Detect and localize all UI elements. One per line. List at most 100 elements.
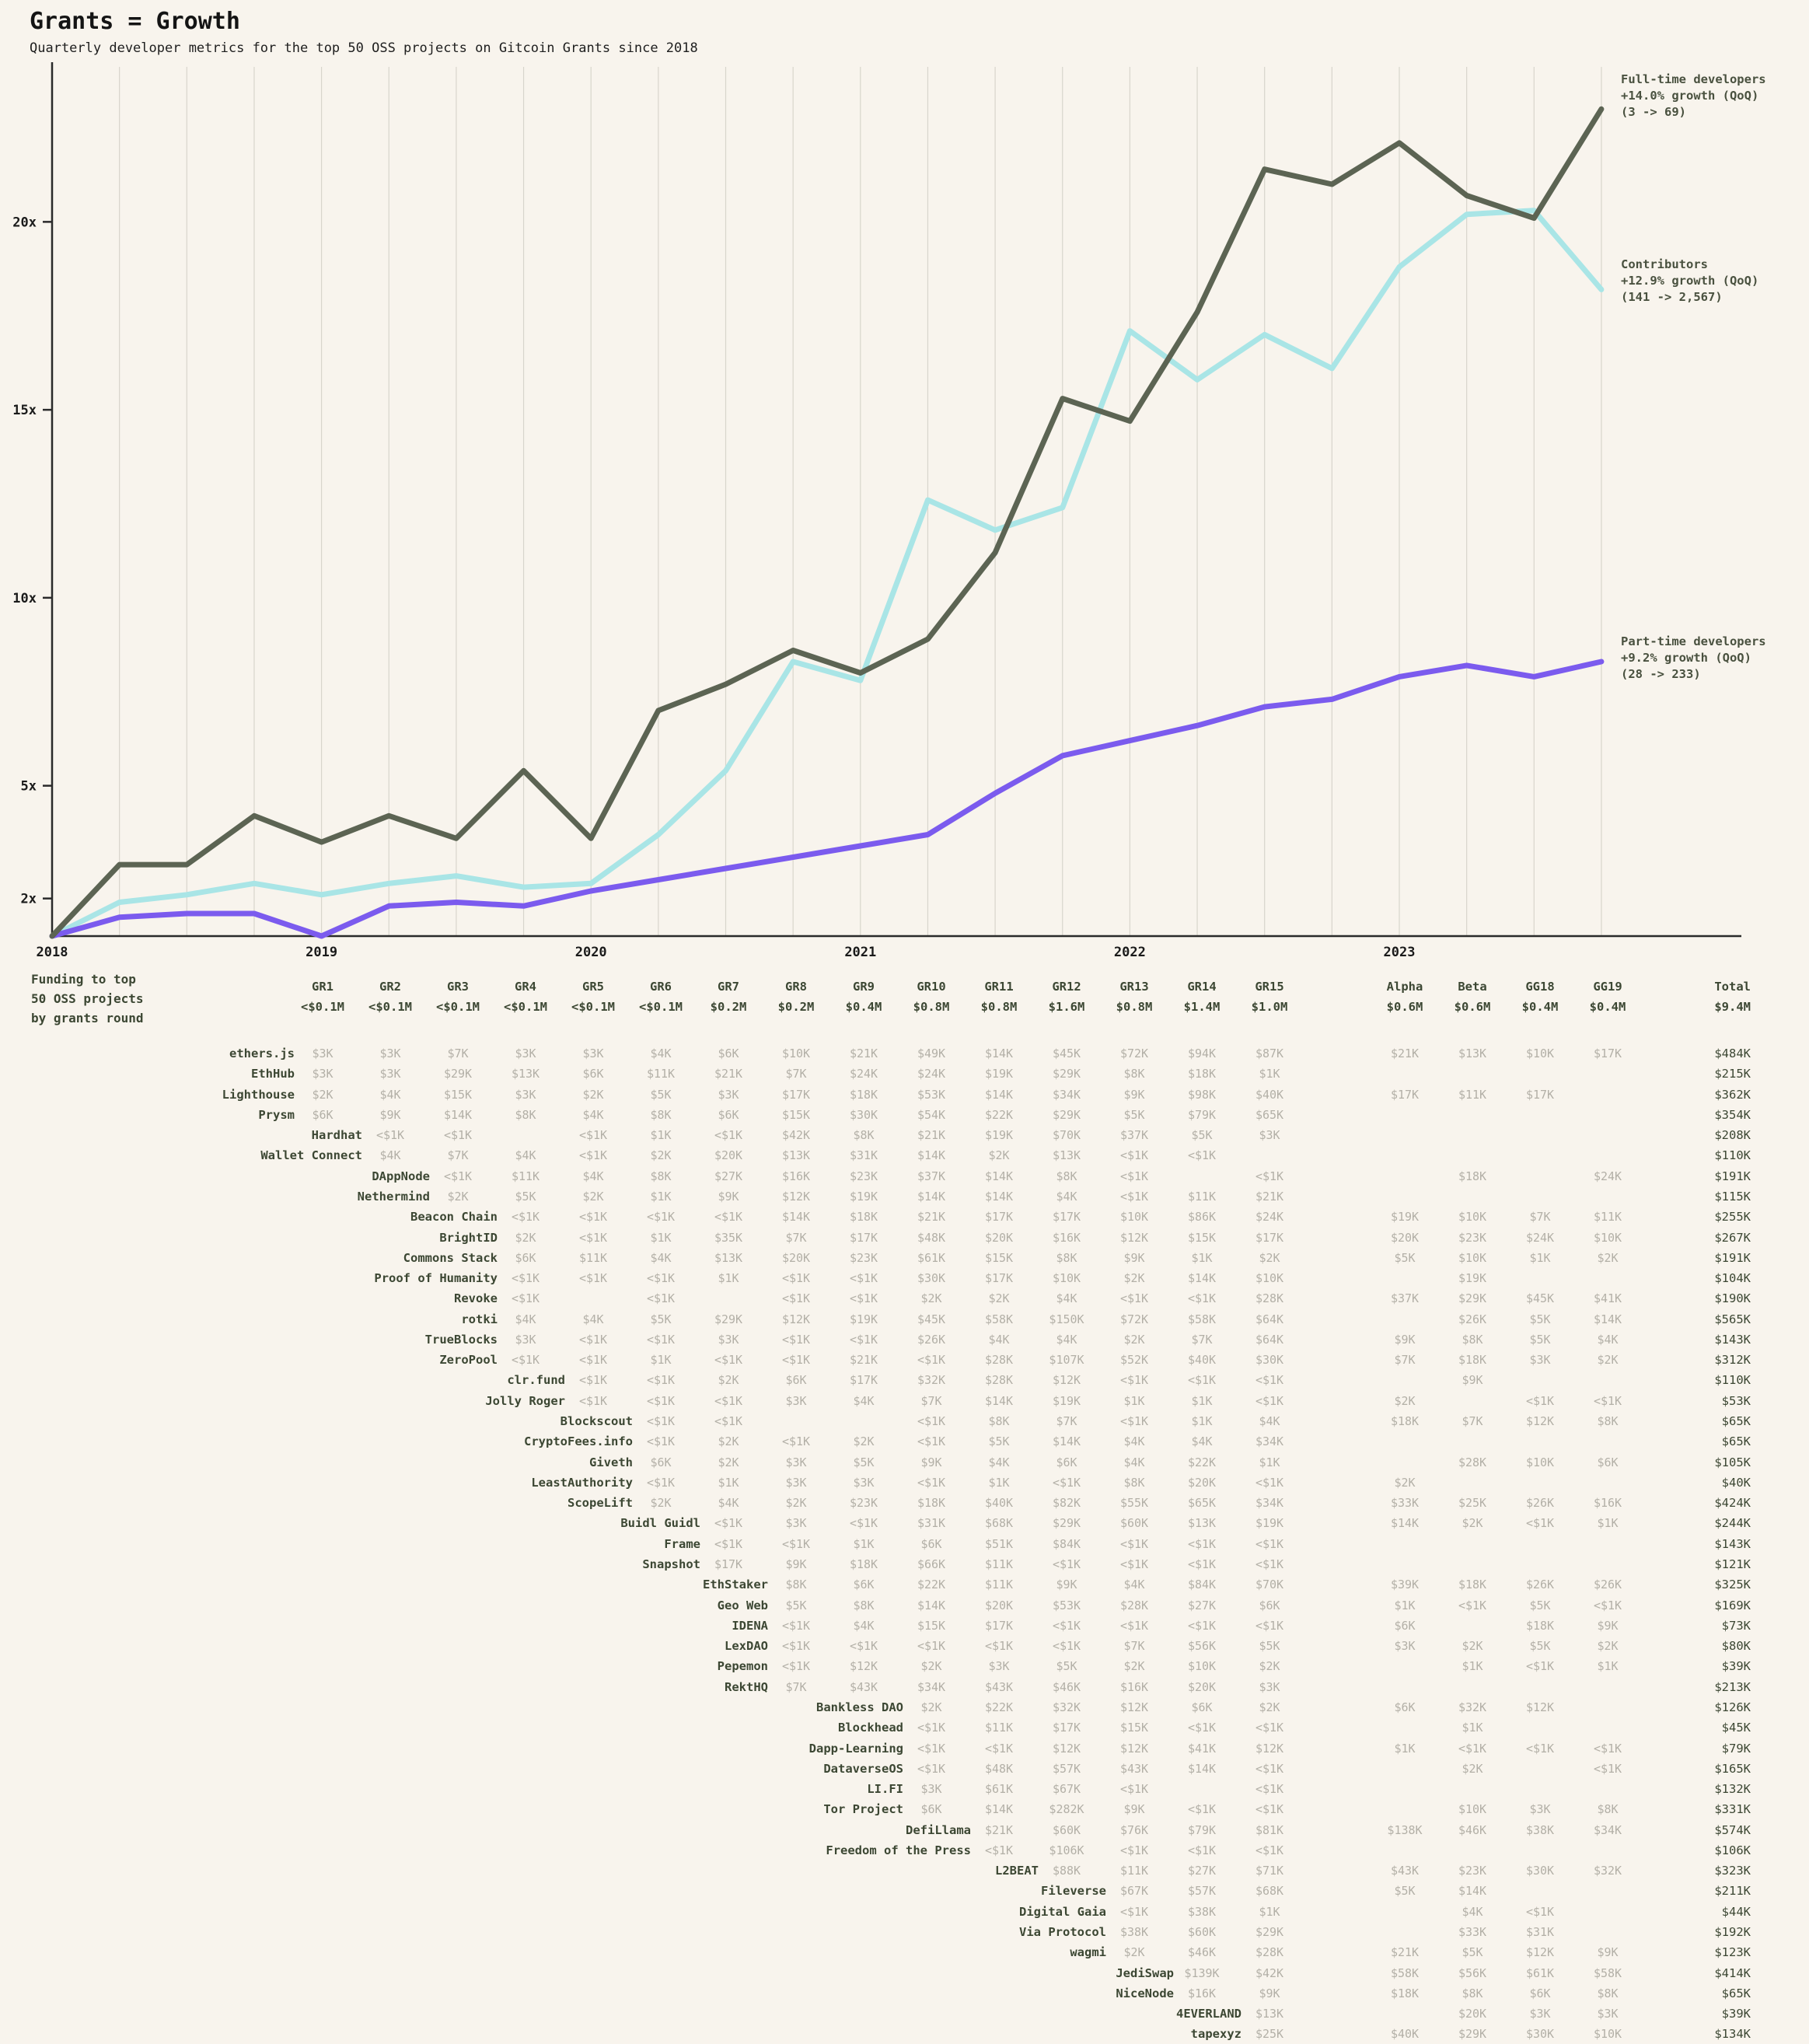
- funding-cell-gr15: $3K: [1259, 1679, 1280, 1694]
- funding-cell-gr14: $18K: [1187, 1067, 1217, 1081]
- funding-cell-gr9: $30K: [849, 1107, 878, 1122]
- funding-cell-gr14: $98K: [1187, 1087, 1217, 1102]
- funding-cell-gr8: <$1K: [781, 1291, 811, 1306]
- funding-cell-gr13: <$1K: [1119, 1782, 1149, 1797]
- funding-cell-gr10: $7K: [920, 1393, 942, 1408]
- funding-cell-beta: $14K: [1458, 1884, 1487, 1899]
- line-full-time-developers: [49, 106, 1605, 939]
- funding-cell-gr12: <$1K: [1052, 1475, 1081, 1490]
- funding-cell-beta: $9K: [1462, 1373, 1483, 1388]
- funding-cell-gr13: $72K: [1119, 1046, 1149, 1060]
- table-row-nethermind: Nethermind $2K $5K $2K $1K $9K $12K $19K $14K $14…: [0, 1186, 1809, 1207]
- funding-cell-gr13: <$1K: [1119, 1536, 1149, 1551]
- funding-cell-gr15: $28K: [1255, 1945, 1284, 1960]
- funding-cell-gr11: $1K: [988, 1475, 1010, 1490]
- funding-cell-alpha: $39K: [1390, 1578, 1420, 1592]
- funding-cell-gr7: $2K: [718, 1455, 739, 1469]
- funding-cell-gr10: <$1K: [917, 1741, 946, 1756]
- funding-cell-gr9: $17K: [849, 1230, 878, 1245]
- y-tick-label: 2x: [21, 892, 37, 907]
- table-row-tapexyz: tapexyz $25K $40K $29K $30K $10K $134K: [0, 2024, 1809, 2044]
- funding-cell-beta: $7K: [1462, 1414, 1483, 1429]
- funding-cell-gg19: $3K: [1597, 2007, 1619, 2021]
- funding-cell-gr12: $107K: [1049, 1353, 1084, 1368]
- funding-cell-gr5: <$1K: [578, 1271, 608, 1286]
- funding-cell-gg19: $2K: [1597, 1639, 1619, 1654]
- funding-cell-alpha: $21K: [1390, 1046, 1420, 1060]
- funding-cell-gr13: $28K: [1119, 1598, 1149, 1612]
- page-subtitle: Quarterly developer metrics for the top …: [30, 40, 698, 56]
- funding-cell-gr13: $7K: [1123, 1639, 1145, 1654]
- funding-cell-beta: $1K: [1462, 1721, 1483, 1735]
- funding-cell-gr12: $8K: [1056, 1169, 1077, 1183]
- funding-cell-gr3: $7K: [447, 1046, 469, 1060]
- table-row-brightid: BrightID $2K <$1K $1K $35K $7K $17K $48K $20K $16…: [0, 1228, 1809, 1248]
- funding-cell-gr15: <$1K: [1255, 1393, 1284, 1408]
- y-tick-label: 5x: [21, 779, 37, 795]
- legend-full-time-developers: Full-time developers +14.0% growth (QoQ)…: [1621, 72, 1766, 119]
- column-header-gr5: GR5 <$0.1M: [571, 980, 615, 1014]
- funding-cell-gr8: $3K: [785, 1455, 807, 1469]
- funding-cell-gg18: $12K: [1525, 1945, 1555, 1960]
- funding-cell-gr12: $14K: [1052, 1434, 1081, 1449]
- funding-cell-gr11: $11K: [984, 1721, 1014, 1735]
- funding-cell-alpha: $14K: [1390, 1516, 1420, 1531]
- funding-cell-gr7: $1K: [718, 1271, 739, 1286]
- funding-cell-gg19: <$1K: [1593, 1393, 1622, 1408]
- funding-cell-gr6: $2K: [650, 1496, 672, 1511]
- funding-cell-alpha: $18K: [1390, 1986, 1420, 2000]
- funding-cell-gr14: $58K: [1187, 1312, 1217, 1326]
- funding-cell-gr11: $11K: [984, 1578, 1014, 1592]
- funding-cell-gr13: <$1K: [1119, 1904, 1149, 1919]
- total-cell: $53K: [1721, 1393, 1751, 1408]
- funding-cell-gr10: $54K: [917, 1107, 946, 1122]
- funding-cell-gr15: $29K: [1255, 1925, 1284, 1940]
- total-cell: $191K: [1714, 1169, 1751, 1183]
- funding-cell-beta: $1K: [1462, 1659, 1483, 1674]
- funding-cell-gr7: $1K: [718, 1475, 739, 1490]
- funding-cell-gr15: $87K: [1255, 1046, 1284, 1060]
- funding-cell-beta: $18K: [1458, 1578, 1487, 1592]
- funding-cell-beta: $4K: [1462, 1904, 1483, 1919]
- funding-cell-gg19: <$1K: [1593, 1741, 1622, 1756]
- funding-cell-gr14: $5K: [1191, 1128, 1213, 1143]
- funding-cell-gg18: $12K: [1525, 1414, 1555, 1429]
- funding-cell-gr12: $34K: [1052, 1087, 1081, 1102]
- project-name: ZeroPool: [439, 1353, 498, 1368]
- funding-cell-gg18: $26K: [1525, 1578, 1555, 1592]
- funding-cell-gr3: <$1K: [443, 1169, 473, 1183]
- funding-cell-gr8: <$1K: [781, 1332, 811, 1347]
- funding-cell-gr5: <$1K: [578, 1353, 608, 1368]
- funding-cell-gr10: $2K: [920, 1700, 942, 1714]
- total-cell: $106K: [1714, 1843, 1751, 1857]
- project-name: 4EVERLAND: [1176, 2007, 1242, 2021]
- funding-cell-gr4: <$1K: [511, 1210, 540, 1225]
- total-cell: $267K: [1714, 1230, 1751, 1245]
- funding-cell-gr2: $4K: [379, 1087, 401, 1102]
- funding-cell-gr10: <$1K: [917, 1414, 946, 1429]
- funding-cell-gg19: $16K: [1593, 1496, 1622, 1511]
- funding-cell-gg19: $2K: [1597, 1250, 1619, 1265]
- funding-cell-gr15: $17K: [1255, 1230, 1284, 1245]
- funding-cell-gg18: $6K: [1529, 1986, 1551, 2000]
- funding-cell-gr4: $5K: [515, 1189, 536, 1204]
- funding-cell-beta: $10K: [1458, 1210, 1487, 1225]
- table-row-ethstaker: EthStaker $8K $6K $22K $11K $9K $4K $84K $70K $39…: [0, 1574, 1809, 1595]
- funding-cell-gr8: $13K: [781, 1148, 811, 1163]
- total-cell: $190K: [1714, 1291, 1751, 1306]
- funding-cell-gr14: $139K: [1184, 1965, 1220, 1980]
- funding-cell-gr14: $1K: [1191, 1393, 1213, 1408]
- funding-cell-gg19: $41K: [1593, 1291, 1622, 1306]
- funding-cell-gg19: $8K: [1597, 1414, 1619, 1429]
- table-row-geo-web: Geo Web $5K $8K $14K $20K $53K $28K $27K $6K $1K <…: [0, 1595, 1809, 1616]
- funding-cell-gr14: $14K: [1187, 1761, 1217, 1776]
- funding-cell-gr10: $22K: [917, 1578, 946, 1592]
- funding-cell-gr9: <$1K: [849, 1332, 878, 1347]
- column-header-gr15: GR15 $1.0M: [1251, 980, 1288, 1014]
- funding-cell-beta: $26K: [1458, 1312, 1487, 1326]
- funding-cell-gr9: <$1K: [849, 1271, 878, 1286]
- funding-cell-gr9: $3K: [853, 1475, 875, 1490]
- total-cell: $65K: [1721, 1986, 1751, 2000]
- table-row-rotki: rotki $4K $4K $5K $29K $12K $19K $45K $58K $150K $…: [0, 1309, 1809, 1329]
- table-row-commons-stack: Commons Stack $6K $11K $4K $13K $20K $23K $61K $…: [0, 1248, 1809, 1268]
